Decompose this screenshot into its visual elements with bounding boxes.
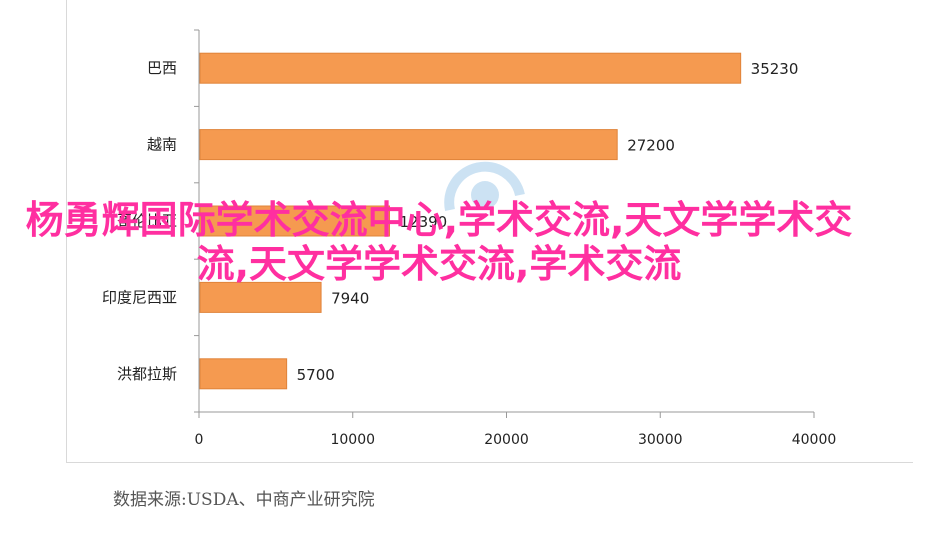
x-tick-label: 20000 <box>484 432 529 448</box>
data-label: 12390 <box>399 213 447 231</box>
data-label: 27200 <box>627 137 675 155</box>
bar <box>199 358 288 390</box>
category-label: 越南 <box>147 136 177 154</box>
bar <box>199 281 322 313</box>
data-label: 35230 <box>751 60 799 78</box>
data-label: 7940 <box>331 289 369 307</box>
category-label: 印度尼西亚 <box>102 288 177 306</box>
bar <box>199 205 390 237</box>
data-label: 5700 <box>297 366 335 384</box>
x-tick-label: 0 <box>195 432 204 448</box>
overlay-watermark-text: 杨勇辉国际学术交流中心,学术交流,天文学学术交流,天文学学术交流,学术交流 <box>25 198 853 286</box>
x-tick-label: 30000 <box>638 432 683 448</box>
x-tick-label: 40000 <box>792 432 837 448</box>
category-label: 巴西 <box>147 59 177 77</box>
chart-frame <box>66 0 913 463</box>
x-tick-label: 10000 <box>330 432 375 448</box>
category-label: 洪都拉斯 <box>117 365 177 383</box>
category-label: 哥伦比亚 <box>117 212 177 230</box>
watermark-logo-icon <box>444 161 525 212</box>
bar <box>199 129 618 161</box>
source-note: 数据来源:USDA、中商产业研究院 <box>113 490 375 510</box>
bar <box>199 52 742 84</box>
